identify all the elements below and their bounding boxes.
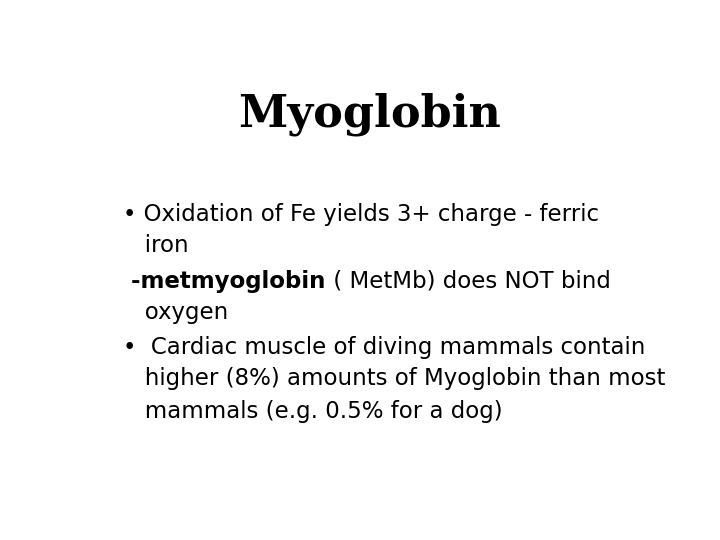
Text: ( MetMb) does NOT bind: ( MetMb) does NOT bind — [326, 269, 611, 293]
Text: higher (8%) amounts of Myoglobin than most: higher (8%) amounts of Myoglobin than mo… — [124, 367, 666, 390]
Text: • Oxidation of Fe yields 3+ charge - ferric: • Oxidation of Fe yields 3+ charge - fer… — [124, 203, 600, 226]
Text: mammals (e.g. 0.5% for a dog): mammals (e.g. 0.5% for a dog) — [124, 401, 503, 423]
Text: •  Cardiac muscle of diving mammals contain: • Cardiac muscle of diving mammals conta… — [124, 336, 646, 359]
Text: iron: iron — [124, 234, 189, 257]
Text: -metmyoglobin: -metmyoglobin — [124, 269, 326, 293]
Text: Myoglobin: Myoglobin — [238, 93, 500, 137]
Text: oxygen: oxygen — [124, 301, 229, 323]
